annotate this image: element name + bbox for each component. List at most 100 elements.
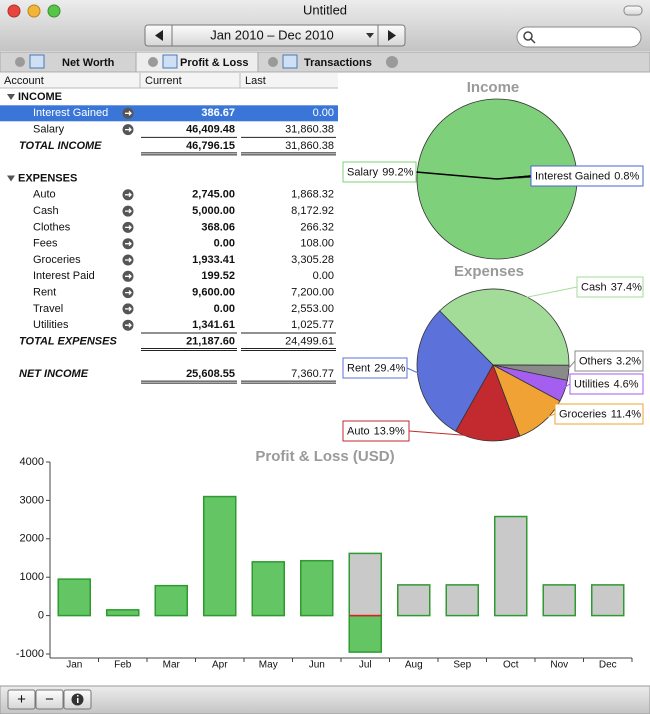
close-button[interactable] <box>7 4 21 18</box>
bar <box>542 584 576 617</box>
bar <box>494 515 528 617</box>
bar <box>300 559 334 617</box>
account-name[interactable]: Rent <box>33 287 56 299</box>
leader-line <box>406 367 422 375</box>
row-arrow <box>125 241 132 247</box>
date-range[interactable]: Jan 2010 – Dec 2010 <box>210 27 334 42</box>
current-value: 0.00 <box>214 238 235 250</box>
total-last: 24,499.61 <box>285 335 334 347</box>
account-name[interactable]: Travel <box>33 303 63 315</box>
slice-label: Auto 13.9% <box>347 425 405 437</box>
minimize-button[interactable] <box>27 4 41 18</box>
last-value: 1,868.32 <box>291 189 334 201</box>
last-value: 266.32 <box>300 221 334 233</box>
slice-label: Utilities 4.6% <box>574 378 639 390</box>
pie-slice <box>455 364 521 442</box>
last-value: 108.00 <box>300 238 334 250</box>
account-name[interactable]: Fees <box>33 238 58 250</box>
selected-row[interactable] <box>0 105 338 122</box>
slice-label-box <box>530 165 644 187</box>
disclosure-triangle[interactable] <box>7 175 15 182</box>
dropdown-arrow[interactable] <box>366 33 374 38</box>
current-value: 1,933.41 <box>192 254 235 266</box>
last-value: 8,172.92 <box>291 205 334 217</box>
slice-label: Rent 29.4% <box>347 362 406 374</box>
account-name[interactable]: Auto <box>33 189 56 201</box>
leader-line <box>540 413 556 420</box>
pie-slice <box>439 288 570 366</box>
section-title: INCOME <box>18 91 62 103</box>
search-field[interactable] <box>516 26 642 48</box>
account-name[interactable]: Interest Gained <box>33 107 108 119</box>
account-name[interactable]: Interest Paid <box>33 270 95 282</box>
slice-category: Salary <box>347 166 379 178</box>
current-value: 5,000.00 <box>192 205 235 217</box>
last-value: 31,860.38 <box>285 124 334 136</box>
x-tick-label: Jun <box>309 660 325 671</box>
tab-close[interactable] <box>148 57 158 67</box>
button-label: − <box>45 691 54 708</box>
bar <box>445 584 479 617</box>
chart-title: Profit & Loss (USD) <box>255 448 394 465</box>
slice-category: Cash <box>581 281 607 293</box>
chart-title: Income <box>467 79 520 96</box>
last-value: 3,305.28 <box>291 254 334 266</box>
account-name[interactable]: Groceries <box>33 254 81 266</box>
table-header <box>0 73 338 88</box>
slice-value: 37.4% <box>611 281 642 293</box>
tab-close[interactable] <box>268 57 278 67</box>
slice-label-box <box>342 161 417 183</box>
slice-value: 99.2% <box>382 166 413 178</box>
y-tick-label: 3000 <box>20 494 44 506</box>
info-icon <box>77 695 79 697</box>
next-arrow[interactable] <box>388 30 396 41</box>
current-value: 0.00 <box>214 303 235 315</box>
x-tick-label: Sep <box>453 660 471 671</box>
total-label: NET INCOME <box>19 368 89 380</box>
slice-label-box <box>576 276 644 298</box>
tab-label[interactable]: Profit & Loss <box>180 57 248 69</box>
add-tab[interactable] <box>386 56 398 68</box>
x-tick-label: Oct <box>503 660 519 671</box>
total-last: 31,860.38 <box>285 140 334 152</box>
total-last: 7,360.77 <box>291 368 334 380</box>
prev-arrow[interactable] <box>155 30 163 41</box>
slice-label: Others 3.2% <box>579 355 641 367</box>
slice-value: 29.4% <box>374 362 405 374</box>
account-name[interactable]: Clothes <box>33 221 71 233</box>
tab-label[interactable]: Net Worth <box>62 57 115 69</box>
bar <box>154 584 188 617</box>
x-tick-label: Feb <box>114 660 132 671</box>
x-tick-label: Apr <box>212 660 228 671</box>
column-header: Account <box>4 75 44 87</box>
account-name[interactable]: Utilities <box>33 319 69 331</box>
zoom-button[interactable] <box>47 4 61 18</box>
account-name[interactable]: Cash <box>33 205 59 217</box>
tab-label[interactable]: Transactions <box>304 57 372 69</box>
disclosure-triangle[interactable] <box>7 94 15 100</box>
row-arrow <box>125 208 132 214</box>
last-value: 0.00 <box>313 270 334 282</box>
leader-line <box>520 286 578 299</box>
x-tick-label: Aug <box>405 660 423 671</box>
chart-title: Expenses <box>454 263 524 280</box>
tab-close[interactable] <box>15 57 25 67</box>
account-name[interactable]: Salary <box>33 124 65 136</box>
bar <box>251 561 285 617</box>
total-current: 46,796.15 <box>186 140 235 152</box>
current-value: 368.06 <box>201 221 235 233</box>
add-button[interactable] <box>7 689 36 710</box>
slice-value: 0.8% <box>614 170 639 182</box>
remove-button[interactable] <box>35 689 64 710</box>
bar <box>397 584 431 617</box>
leader-line <box>560 383 571 391</box>
info-icon <box>77 698 79 703</box>
current-value: 386.67 <box>201 107 235 119</box>
date-control[interactable] <box>144 24 406 47</box>
bar <box>106 609 140 617</box>
slice-label-box <box>342 357 408 379</box>
slice-label-box <box>554 403 644 425</box>
toolbar-toggle[interactable] <box>623 5 643 16</box>
row-arrow <box>125 192 132 198</box>
